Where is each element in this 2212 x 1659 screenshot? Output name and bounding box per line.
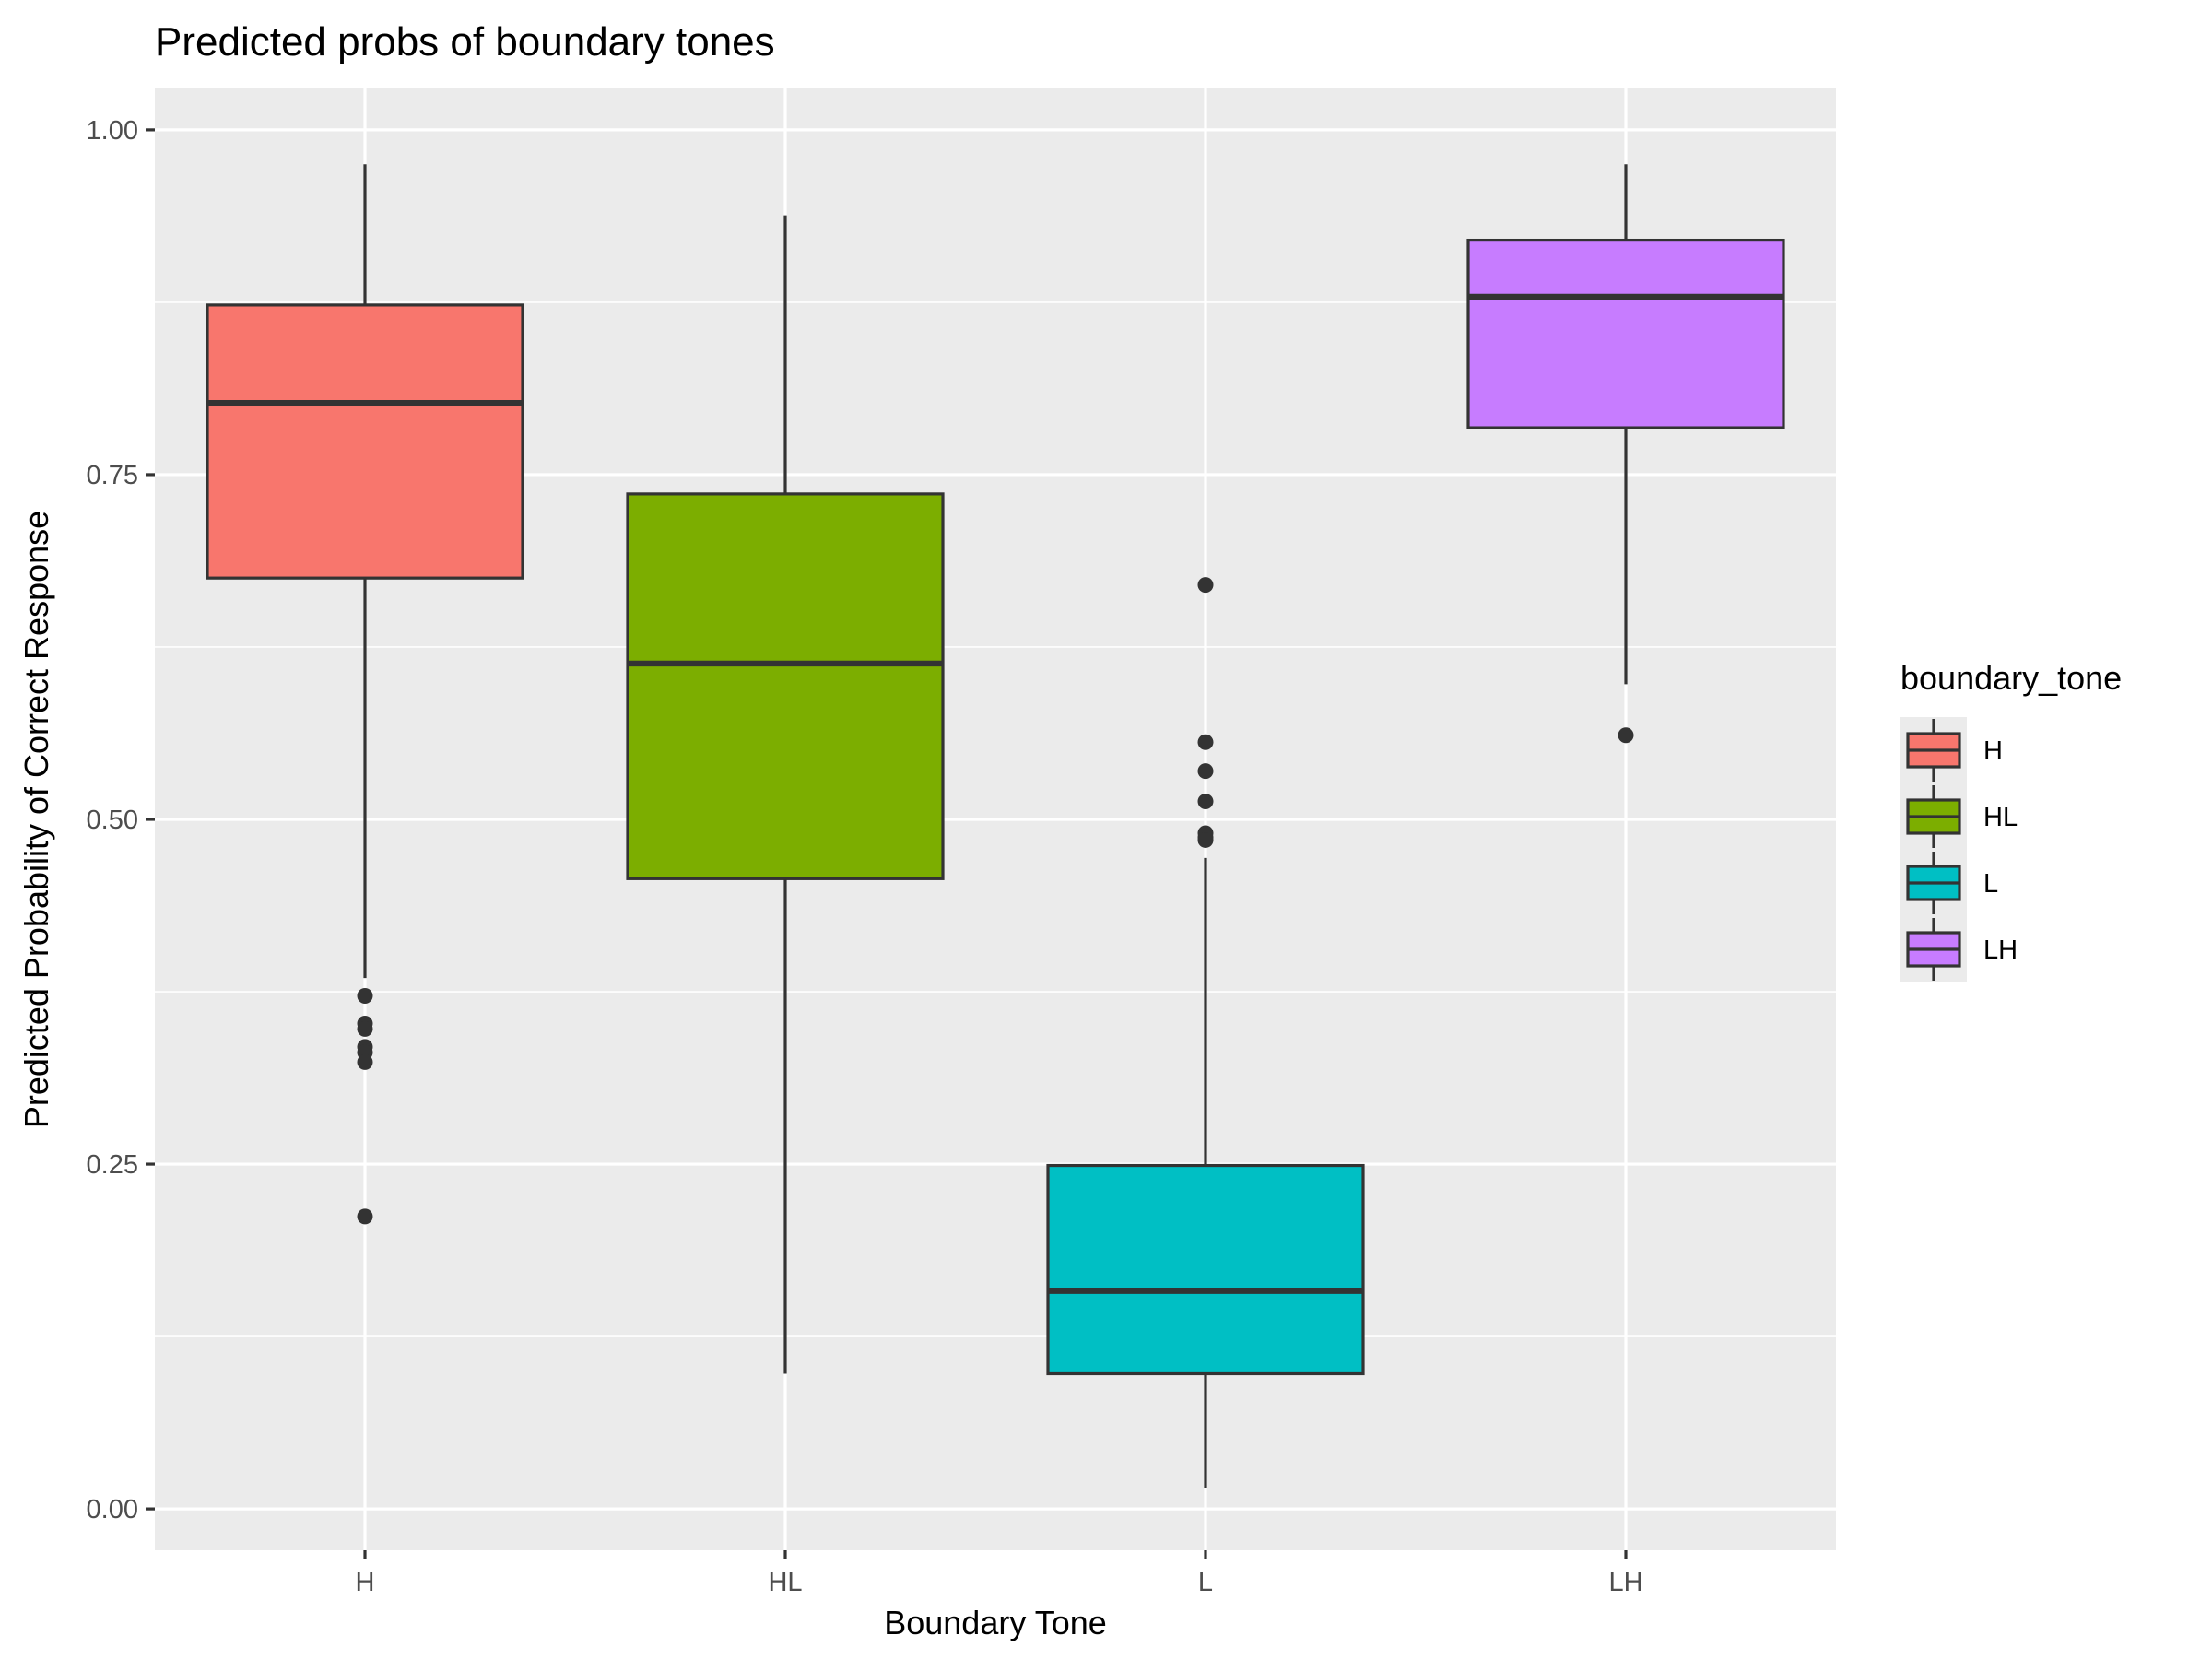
y-tick-label: 0.25 xyxy=(87,1150,138,1180)
y-tick-label: 0.75 xyxy=(87,461,138,490)
y-axis-title: Predicted Probability of Correct Respons… xyxy=(18,511,55,1128)
box-L xyxy=(1046,577,1365,1488)
legend-label: HL xyxy=(1983,803,2018,832)
outlier-point xyxy=(1197,734,1214,750)
boxes xyxy=(206,164,1785,1488)
box-LH xyxy=(1466,164,1785,744)
outlier-point xyxy=(1197,794,1214,810)
outlier-point xyxy=(357,988,373,1005)
x-tick-label: L xyxy=(1198,1568,1213,1597)
outlier-point xyxy=(1197,831,1214,848)
box-body xyxy=(1046,1163,1365,1376)
y-axis: 0.00 0.25 0.50 0.75 1.00 xyxy=(87,116,155,1524)
legend-title: boundary_tone xyxy=(1900,659,2122,697)
box-body xyxy=(1466,238,1785,429)
y-tick-label: 0.50 xyxy=(87,806,138,835)
chart-title: Predicted probs of boundary tones xyxy=(155,19,775,65)
box-HL xyxy=(626,215,945,1374)
legend-item-HL: HL xyxy=(1900,783,2018,850)
x-tick-label: LH xyxy=(1608,1568,1642,1597)
legend-item-L: L xyxy=(1900,850,1998,916)
x-tick-label: HL xyxy=(768,1568,802,1597)
box-body xyxy=(626,492,945,880)
box-H xyxy=(206,164,524,1225)
box-body xyxy=(206,303,524,580)
x-tick-label: H xyxy=(356,1568,375,1597)
y-tick-label: 1.00 xyxy=(87,116,138,146)
outlier-point xyxy=(1197,763,1214,780)
y-tick-label: 0.00 xyxy=(87,1495,138,1524)
x-axis-title: Boundary Tone xyxy=(884,1604,1107,1641)
x-axis: H HL L LH xyxy=(356,1550,1643,1597)
legend: boundary_tone H HL L LH xyxy=(1900,659,2122,982)
legend-label: L xyxy=(1983,869,1998,899)
legend-item-LH: LH xyxy=(1900,916,2018,982)
outlier-point xyxy=(1197,577,1214,594)
legend-label: H xyxy=(1983,736,2003,766)
outlier-point xyxy=(357,1053,373,1070)
outlier-point xyxy=(357,1208,373,1225)
legend-item-H: H xyxy=(1900,717,2003,783)
outlier-point xyxy=(1618,727,1634,744)
outlier-point xyxy=(357,1020,373,1037)
legend-label: LH xyxy=(1983,935,2018,965)
